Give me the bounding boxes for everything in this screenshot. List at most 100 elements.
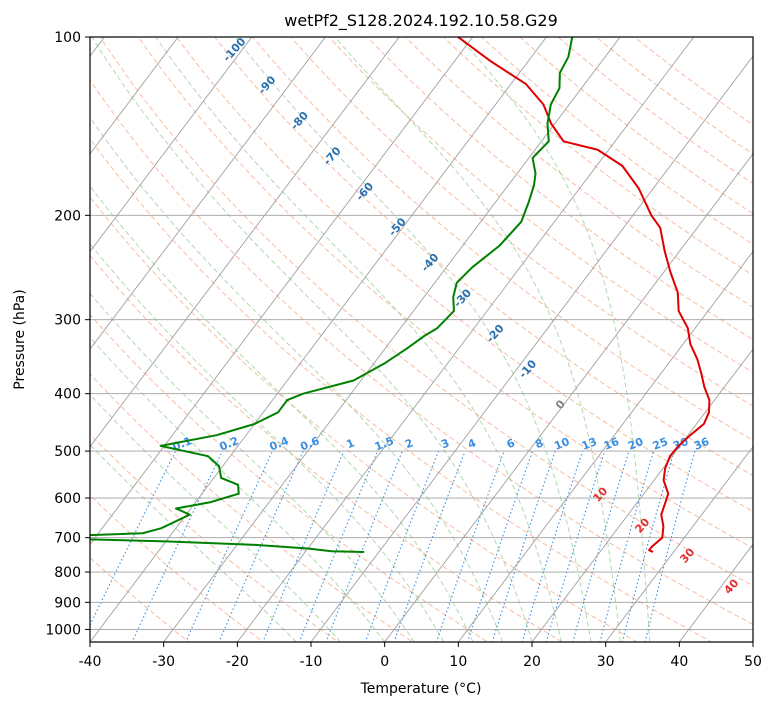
moist-adiabat-label: -80 (288, 109, 311, 133)
y-tick-label: 400 (54, 387, 81, 403)
mixing-ratio-line (521, 450, 584, 642)
mixing-ratio-line (90, 450, 177, 627)
y-tick-label: 800 (54, 565, 81, 581)
dry-adiabat-line (328, 37, 753, 374)
isotherm-line (531, 348, 753, 642)
isotherm-line (163, 37, 621, 642)
dry-adiabat-line (557, 37, 753, 185)
dry-adiabat-line (404, 37, 753, 308)
mixing-ratio-label: 4 (466, 436, 478, 451)
dry-adiabat-line (90, 196, 639, 642)
moist-adiabat-line (155, 37, 562, 642)
x-tick-label: 0 (380, 654, 389, 670)
mixing-ratio-label: 25 (651, 435, 670, 453)
y-tick-label: 600 (54, 491, 81, 507)
y-tick-label: 700 (54, 531, 81, 547)
plot-area: 0.1 0.2 0.4 0.6 1 1.5 2 3 4 6 8 10 13 16 20 25 30 36-100-… (90, 37, 753, 642)
mixing-ratio-label: 13 (580, 435, 599, 453)
dry-adiabat-line (480, 37, 753, 245)
dry-adiabat-line (290, 37, 753, 407)
mixing-ratio-line (364, 450, 440, 642)
isotherm-line (310, 55, 753, 642)
plot-frame (89, 36, 754, 643)
mixing-ratio-line (621, 450, 675, 642)
mixing-ratio-line (491, 450, 556, 642)
moist-adiabat-line (90, 444, 297, 642)
isotherm-line (90, 37, 474, 546)
mixing-ratio-label: 0.2 (218, 434, 241, 453)
y-axis-title: Pressure (hPa) (12, 289, 28, 389)
moist-adiabat-label: 0 (553, 397, 568, 412)
moist-adiabat-line (90, 292, 415, 642)
y-tick-label: 200 (54, 208, 81, 224)
y-tick-label: 1000 (45, 622, 81, 638)
mixing-ratio-line (466, 450, 534, 642)
x-tick-label: 30 (597, 654, 615, 670)
moist-adiabat-line (458, 37, 651, 642)
mixing-ratio-line (298, 450, 379, 642)
mixing-ratio-label: 20 (626, 435, 645, 453)
y-tick-label: 100 (54, 30, 81, 46)
dry-adiabat-line (137, 37, 753, 549)
isotherm-line (90, 37, 400, 448)
x-tick-label: -40 (79, 654, 102, 670)
x-axis-title: Temperature (°C) (360, 681, 482, 697)
isotherm-line (457, 250, 753, 642)
mixing-ratio-label: 3 (439, 436, 451, 451)
moist-adiabat-label: -20 (484, 322, 507, 346)
dry-adiabat-line (595, 37, 753, 155)
y-tick-label: 500 (54, 444, 81, 460)
mixing-ratio-line (599, 450, 655, 642)
mixing-ratio-line (218, 450, 304, 642)
x-tick-label: -30 (152, 654, 175, 670)
x-tick-label: 20 (523, 654, 541, 670)
dry-adiabat-line (90, 373, 414, 642)
mixing-ratio-line (572, 450, 630, 642)
mixing-ratio-line (185, 450, 273, 642)
axes: -40 -30 -20 -10 0 10 20 30 40 5010020030040050060… (45, 30, 762, 670)
x-tick-label: 40 (670, 654, 688, 670)
mixing-ratio-label: 2 (403, 436, 415, 451)
mixing-ratio-line (644, 450, 696, 642)
mixing-ratio-line (393, 450, 466, 642)
dry-adiabat-line (442, 37, 753, 276)
mixing-ratio-line (545, 450, 606, 642)
dry-adiabat-line (90, 313, 489, 642)
dry-adiabat-line (90, 79, 753, 625)
moist-adiabat-line (90, 393, 341, 642)
dry-adiabat-label: 30 (677, 545, 697, 565)
moist-adiabat-line (90, 116, 503, 642)
moist-adiabat-line (90, 185, 474, 642)
chart-title: wetPf2_S128.2024.192.10.58.G29 (284, 11, 558, 31)
dry-adiabat-line (633, 37, 753, 126)
moist-adiabat-line (90, 243, 445, 642)
isotherm-line (605, 445, 753, 642)
moist-adiabat-line (91, 37, 533, 642)
isotherm-line (90, 37, 179, 155)
moist-adiabat-label: -60 (353, 180, 376, 204)
dry-adiabat-line (366, 37, 753, 341)
isotherm-line (90, 37, 326, 350)
moist-adiabat-label: -90 (256, 73, 279, 97)
mixing-ratio-label: 16 (602, 435, 621, 453)
mixing-ratio-label: 1 (345, 436, 357, 451)
mixing-ratio-label: 6 (505, 436, 517, 451)
moist-adiabat-label: -70 (321, 144, 344, 168)
dry-adiabat-line (90, 137, 713, 642)
mixing-ratio-line (131, 450, 223, 642)
mixing-ratio-label: 10 (552, 435, 571, 453)
dry-adiabat-label: 40 (721, 576, 741, 596)
y-tick-label: 900 (54, 595, 81, 611)
x-tick-label: 10 (449, 654, 467, 670)
x-tick-label: 50 (744, 654, 762, 670)
dry-adiabat-line (90, 494, 265, 642)
mixing-ratio-line (262, 450, 345, 642)
dry-adiabat-line (90, 433, 340, 642)
mixing-ratio-line (435, 450, 505, 642)
dry-adiabat-line (90, 556, 190, 642)
moist-adiabat-line (334, 37, 621, 642)
isotherm-line (90, 37, 253, 253)
isotherm-line (236, 37, 695, 642)
isotherm-line (384, 153, 753, 642)
temperature-profile-line (457, 37, 711, 553)
